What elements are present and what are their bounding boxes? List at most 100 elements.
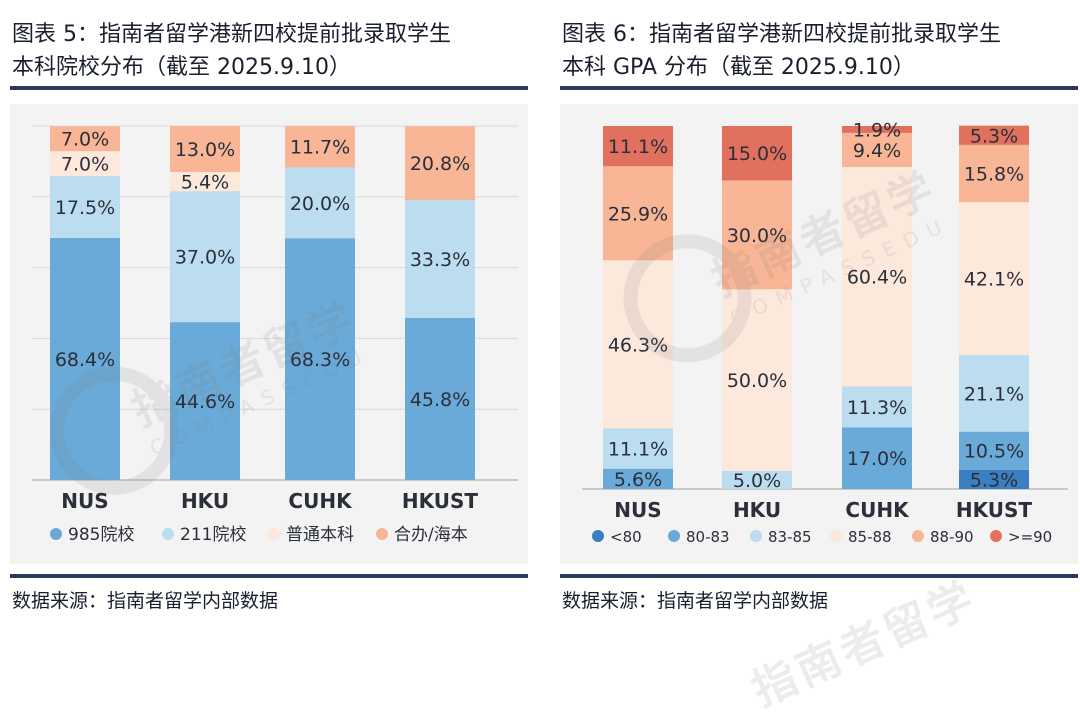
data-label: 37.0% [175, 247, 235, 269]
legend-label: 80-83 [686, 528, 730, 546]
legend-label: 211院校 [180, 525, 246, 545]
chart-title-line2: 本科院校分布（截至 2025.9.10） [12, 55, 351, 80]
data-label: 46.3% [608, 334, 668, 356]
bar-segment-cuhk-1 [285, 167, 355, 239]
bar-segment-cuhk-4 [842, 132, 912, 168]
x-tick-label: NUS [61, 489, 108, 513]
data-label: 15.0% [727, 143, 787, 165]
legend-label: 普通本科 [286, 525, 354, 545]
bar-segment-hku-1 [170, 191, 240, 323]
data-label: 5.4% [181, 172, 229, 194]
bar-segment-nus-3 [603, 260, 673, 429]
bar-segment-cuhk-1 [842, 427, 912, 489]
bar-segment-hku-0 [170, 322, 240, 480]
bar-segment-nus-4 [603, 166, 673, 261]
bar-segment-hkust-2 [959, 355, 1029, 432]
legend-label: <80 [610, 528, 642, 546]
data-label: 15.8% [964, 164, 1024, 186]
chart-title: 图表 6：指南者留学港新四校提前批录取学生 本科 GPA 分布（截至 2025.… [562, 18, 1078, 84]
bottom-rule [10, 574, 528, 578]
data-label: 7.0% [61, 154, 109, 176]
chart-title-line1: 图表 6：指南者留学港新四校提前批录取学生 [562, 22, 1001, 47]
data-label: 7.0% [61, 129, 109, 151]
bar-segment-cuhk-3 [285, 126, 355, 168]
legend-item: 985院校 [50, 525, 134, 545]
legend-marker [50, 528, 62, 540]
legend-label: 85-88 [848, 528, 892, 546]
chart-title: 图表 5：指南者留学港新四校提前批录取学生 本科院校分布（截至 2025.9.1… [12, 18, 528, 84]
legend-item: 80-83 [668, 528, 730, 546]
legend-label: 88-90 [930, 528, 974, 546]
data-label: 68.3% [290, 349, 350, 371]
bar-segment-hkust-0 [959, 469, 1029, 489]
data-source: 数据来源：指南者留学内部数据 [562, 590, 829, 612]
top-rule [10, 86, 528, 90]
bar-segment-cuhk-5 [842, 126, 912, 133]
x-tick-label: NUS [614, 498, 661, 522]
x-tick-label: HKU [733, 498, 781, 522]
bar-segment-hkust-0 [405, 317, 475, 480]
data-label: 5.3% [970, 469, 1018, 491]
bar-segment-hku-2 [722, 470, 792, 489]
chart-panel-right: 图表 6：指南者留学港新四校提前批录取学生 本科 GPA 分布（截至 2025.… [560, 0, 1080, 667]
legend-label: 83-85 [768, 528, 812, 546]
data-label: 9.4% [853, 140, 901, 162]
bar-segment-cuhk-2 [842, 386, 912, 428]
x-tick-label: CUHK [288, 489, 353, 513]
x-tick-label: CUHK [845, 498, 910, 522]
data-label: 44.6% [175, 391, 235, 413]
legend-marker [376, 528, 388, 540]
x-tick-label: HKUST [956, 498, 1033, 522]
legend-item: 83-85 [750, 528, 812, 546]
chart-title-line1: 图表 5：指南者留学港新四校提前批录取学生 [12, 22, 451, 47]
legend-item: 普通本科 [268, 525, 354, 545]
bar-segment-cuhk-3 [842, 167, 912, 387]
data-label: 42.1% [964, 269, 1024, 291]
bar-segment-hku-2 [170, 172, 240, 192]
bar-segment-nus-2 [50, 151, 120, 176]
bar-segment-nus-1 [603, 468, 673, 489]
bar-segment-hkust-1 [405, 199, 475, 318]
data-label: 20.0% [290, 193, 350, 215]
data-label: 1.9% [853, 119, 901, 141]
data-label: 13.0% [175, 139, 235, 161]
stacked-bar-chart-gpa: 5.6% 11.1% 46.3% 25.9% 11.1% NUS 5.0% 50.0% 30.0… [582, 119, 1068, 546]
bar-segment-hku-3 [170, 126, 240, 173]
data-label: 11.1% [608, 136, 668, 158]
legend-label: >=90 [1008, 528, 1052, 546]
stacked-bar-chart-school-tier: 68.4% 17.5% 7.0% 7.0% NUS 44.6% 37.0% 5.4% 13.0%… [32, 125, 518, 545]
bar-segment-hkust-5 [959, 125, 1029, 145]
chart-title-line2: 本科 GPA 分布（截至 2025.9.10） [562, 55, 915, 80]
data-source: 数据来源：指南者留学内部数据 [12, 590, 279, 612]
legend-item: 85-88 [830, 528, 892, 546]
data-label: 17.5% [55, 197, 115, 219]
legend-item: 211院校 [162, 525, 246, 545]
data-label: 5.3% [970, 125, 1018, 147]
bottom-rule [560, 574, 1078, 578]
data-label: 50.0% [727, 370, 787, 392]
bar-segment-hku-4 [722, 180, 792, 290]
bar-segment-hkust-3 [959, 202, 1029, 356]
data-label: 5.0% [733, 470, 781, 492]
legend-marker [592, 530, 604, 542]
legend-marker [830, 530, 842, 542]
bar-segment-hkust-3 [405, 126, 475, 200]
data-label: 33.3% [410, 249, 470, 271]
data-label: 60.4% [847, 267, 907, 289]
legend-marker [990, 530, 1002, 542]
data-label: 30.0% [727, 225, 787, 247]
legend-label: 合办/海本 [394, 525, 468, 545]
x-tick-label: HKU [181, 489, 229, 513]
legend-item: <80 [592, 528, 642, 546]
data-label: 5.6% [614, 469, 662, 491]
x-tick-label: HKUST [402, 489, 479, 513]
bar-segment-hku-5 [722, 126, 792, 181]
data-label: 68.4% [55, 349, 115, 371]
data-label: 11.1% [608, 439, 668, 461]
bar-segment-nus-5 [603, 126, 673, 167]
data-label: 25.9% [608, 203, 668, 225]
data-label: 45.8% [410, 389, 470, 411]
data-label: 11.3% [847, 397, 907, 419]
legend-marker [668, 530, 680, 542]
top-rule [560, 86, 1078, 90]
